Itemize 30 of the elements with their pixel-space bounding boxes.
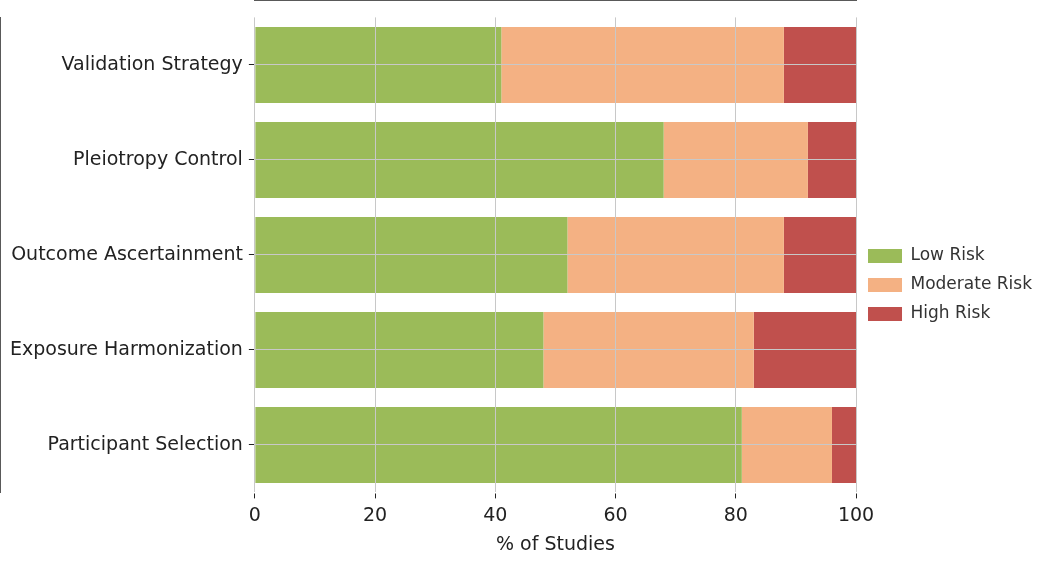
bar xyxy=(783,216,857,293)
bar xyxy=(663,121,808,198)
y-tick-label: Pleiotropy Control xyxy=(73,146,243,169)
x-tick-label: 40 xyxy=(483,502,508,525)
bar xyxy=(741,406,832,483)
bar xyxy=(543,311,754,388)
bar xyxy=(255,26,502,103)
y-tick-label: Outcome Ascertainment xyxy=(11,241,243,264)
x-tick-label: 0 xyxy=(248,502,261,525)
y-tick-label: Exposure Harmonization xyxy=(10,336,243,359)
legend-label: Moderate Risk xyxy=(910,273,1033,294)
x-tick-label: 20 xyxy=(363,502,388,525)
bar xyxy=(255,216,568,293)
bar xyxy=(807,121,857,198)
x-tick-label: 60 xyxy=(603,502,628,525)
bar xyxy=(255,121,664,198)
x-tick-label: 80 xyxy=(723,502,748,525)
bar xyxy=(783,26,857,103)
y-tick-label: Validation Strategy xyxy=(61,51,243,74)
y-tick-label: Participant Selection xyxy=(47,431,243,454)
bar xyxy=(255,311,544,388)
x-axis-title: % of Studies xyxy=(495,531,615,554)
bar xyxy=(567,216,784,293)
legend-label: Low Risk xyxy=(910,244,985,265)
bar xyxy=(501,26,784,103)
bar xyxy=(831,406,857,483)
legend-label: High Risk xyxy=(910,302,991,323)
bar xyxy=(753,311,857,388)
bar xyxy=(255,406,742,483)
x-tick-label: 100 xyxy=(837,502,875,525)
